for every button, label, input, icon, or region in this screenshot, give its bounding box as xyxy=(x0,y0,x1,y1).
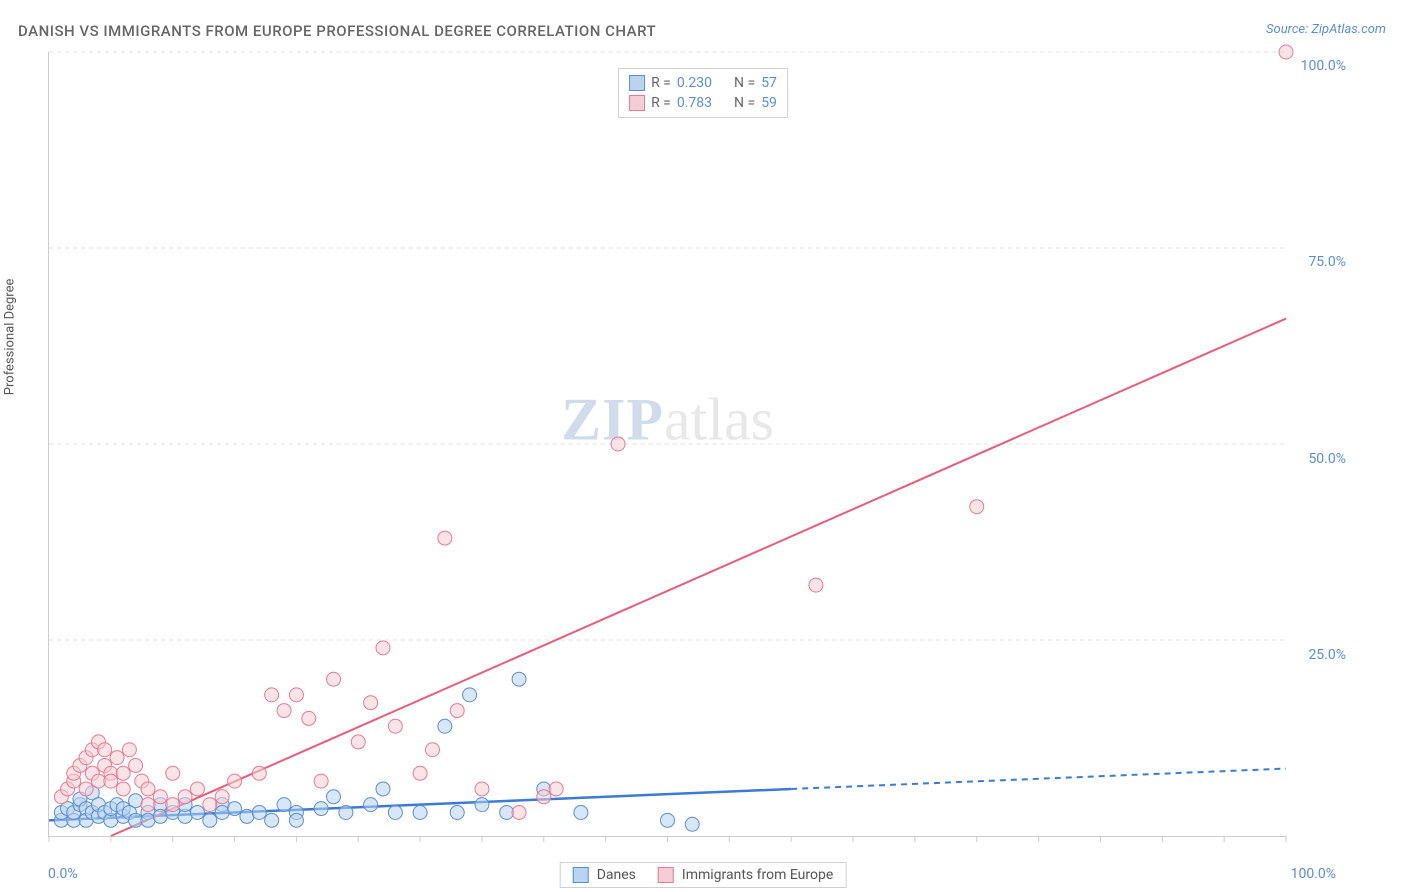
legend-row-immigrants: R = 0.783 N = 59 xyxy=(629,93,777,113)
y-tick-label: 25.0% xyxy=(1308,647,1346,663)
n-label: N = xyxy=(734,95,755,111)
chart-title: DANISH VS IMMIGRANTS FROM EUROPE PROFESS… xyxy=(18,22,656,40)
legend-row-danes: R = 0.230 N = 57 xyxy=(629,73,777,93)
danes-r-value: 0.230 xyxy=(677,75,712,91)
plot-area: ZIPatlas xyxy=(48,52,1286,837)
legend-label-danes: Danes xyxy=(597,867,636,883)
y-axis-label: Professional Degree xyxy=(3,279,18,396)
legend-item-immigrants[interactable]: Immigrants from Europe xyxy=(658,867,833,883)
swatch-pink-icon xyxy=(629,95,645,111)
y-tick-label: 50.0% xyxy=(1308,451,1346,467)
x-tick-label-max: 100.0% xyxy=(1291,866,1336,882)
swatch-blue-icon xyxy=(573,867,589,883)
correlation-legend: R = 0.230 N = 57 R = 0.783 N = 59 xyxy=(618,68,788,118)
legend-label-immigrants: Immigrants from Europe xyxy=(682,867,833,883)
source-link[interactable]: Source: ZipAtlas.com xyxy=(1266,22,1386,37)
r-label: R = xyxy=(651,75,671,91)
y-tick-label: 100.0% xyxy=(1301,58,1346,74)
series-legend: Danes Immigrants from Europe xyxy=(560,862,847,888)
immigrants-r-value: 0.783 xyxy=(677,95,712,111)
immigrants-n-value: 59 xyxy=(761,95,777,111)
swatch-blue-icon xyxy=(629,75,645,91)
r-label: R = xyxy=(651,95,671,111)
swatch-pink-icon xyxy=(658,867,674,883)
danes-n-value: 57 xyxy=(761,75,777,91)
n-label: N = xyxy=(734,75,755,91)
x-tick-label-min: 0.0% xyxy=(48,866,78,882)
legend-item-danes[interactable]: Danes xyxy=(573,867,636,883)
y-tick-label: 75.0% xyxy=(1308,254,1346,270)
chart-svg xyxy=(49,52,1286,836)
